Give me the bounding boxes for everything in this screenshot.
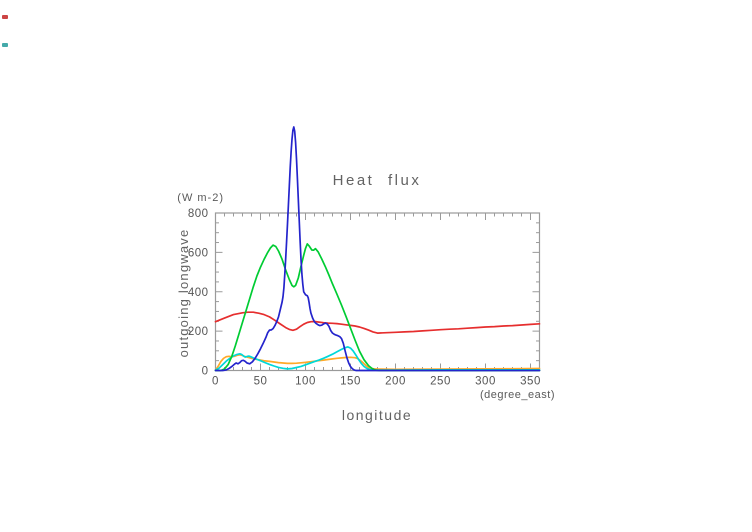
axis-ticks xyxy=(215,212,540,371)
svg-text:200: 200 xyxy=(385,376,406,388)
series-line-green xyxy=(214,243,541,372)
svg-text:0: 0 xyxy=(212,376,219,388)
x-tick-labels: 0 50 100 150 200 250 300 350 xyxy=(212,376,541,388)
svg-text:600: 600 xyxy=(188,247,209,259)
chart-title: Heat flux xyxy=(332,172,422,189)
series-line-blue xyxy=(214,126,541,372)
svg-text:400: 400 xyxy=(188,287,209,299)
svg-text:0: 0 xyxy=(202,366,209,378)
screen-artifact-red xyxy=(2,15,8,19)
x-axis-unit-label: (degree_east) xyxy=(480,389,555,401)
x-axis-label: longitude xyxy=(341,407,413,423)
svg-text:300: 300 xyxy=(475,376,496,388)
svg-text:800: 800 xyxy=(188,208,209,220)
y-axis-unit-label: (W m-2) xyxy=(177,192,224,204)
svg-text:250: 250 xyxy=(430,376,451,388)
svg-text:100: 100 xyxy=(295,376,316,388)
series-line-orange xyxy=(214,353,541,371)
axis-box xyxy=(214,212,541,372)
series-line-red xyxy=(214,311,541,334)
svg-text:350: 350 xyxy=(520,376,541,388)
series-line-cyan xyxy=(214,346,541,371)
y-tick-labels: 0 200 400 600 800 xyxy=(188,208,209,378)
svg-text:50: 50 xyxy=(254,376,268,388)
screen-artifact-teal xyxy=(2,43,8,47)
svg-text:150: 150 xyxy=(340,376,361,388)
svg-text:200: 200 xyxy=(188,326,209,338)
